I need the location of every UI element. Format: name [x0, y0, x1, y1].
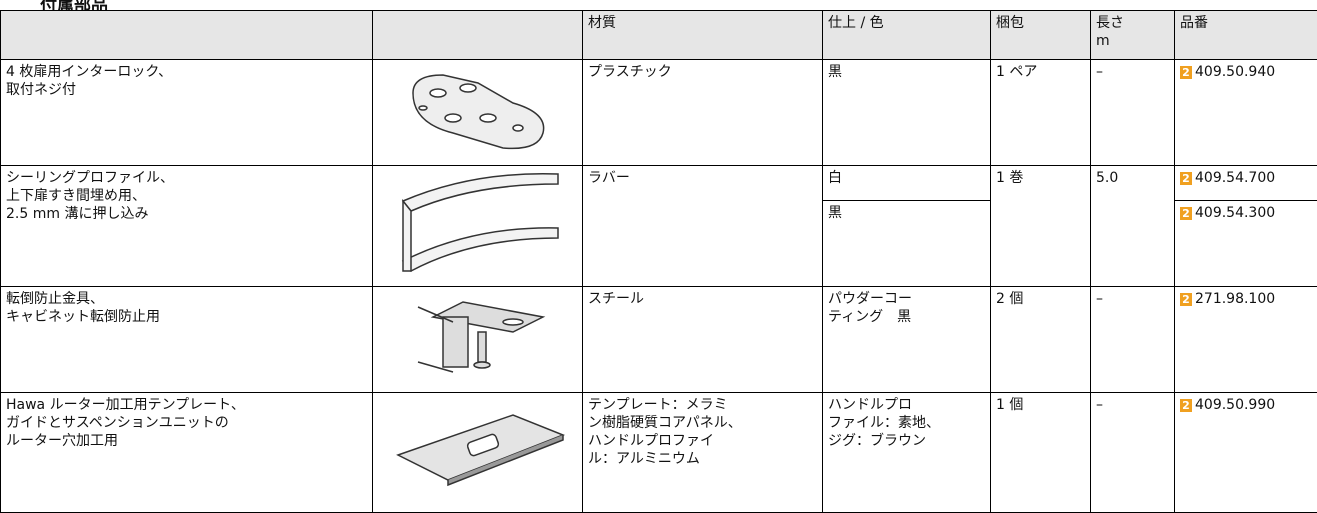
length-cell: – [1091, 393, 1175, 513]
description-cell: シーリングプロファイル、 上下扉すき間埋め用、 2.5 mm 溝に押し込み [1, 166, 373, 287]
badge: 2 [1180, 207, 1192, 220]
bracket-image [403, 287, 553, 387]
image-cell [373, 60, 583, 166]
part-number: 271.98.100 [1195, 291, 1275, 307]
packing-cell: 1 ペア [991, 60, 1091, 166]
part-number: 409.50.940 [1195, 64, 1275, 80]
finish-cell: パウダーコー ティング 黒 [823, 287, 991, 393]
part-number: 409.50.990 [1195, 397, 1275, 413]
description-cell: Hawa ルーター加工用テンプレート、 ガイドとサスペンションユニットの ルータ… [1, 393, 373, 513]
material-cell: プラスチック [583, 60, 823, 166]
badge: 2 [1180, 399, 1192, 412]
length-cell: – [1091, 60, 1175, 166]
header-cell [1, 11, 373, 60]
finish-cell: 白 [823, 166, 991, 201]
description-cell: 転倒防止金具、 キャビネット転倒防止用 [1, 287, 373, 393]
packing-cell: 2 個 [991, 287, 1091, 393]
packing-cell: 1 巻 [991, 166, 1091, 287]
badge: 2 [1180, 172, 1192, 185]
material-cell: ラバー [583, 166, 823, 287]
finish-cell: 黒 [823, 60, 991, 166]
header-cell: 材質 [583, 11, 823, 60]
header-cell: 長さ m [1091, 11, 1175, 60]
table-row: シーリングプロファイル、 上下扉すき間埋め用、 2.5 mm 溝に押し込みラバー… [1, 166, 1317, 201]
image-cell [373, 287, 583, 393]
image-cell [373, 393, 583, 513]
part-number: 409.54.700 [1195, 170, 1275, 186]
profile-image [393, 166, 563, 281]
length-cell: 5.0 [1091, 166, 1175, 287]
header-cell: 品番 [1175, 11, 1317, 60]
table-row: Hawa ルーター加工用テンプレート、 ガイドとサスペンションユニットの ルータ… [1, 393, 1317, 513]
length-cell: – [1091, 287, 1175, 393]
template-image [388, 400, 568, 500]
material-cell: テンプレート：メラミ ン樹脂硬質コアパネル、 ハンドルプロファイ ル：アルミニウ… [583, 393, 823, 513]
interlock-image [393, 63, 563, 158]
header-cell: 仕上 / 色 [823, 11, 991, 60]
part-number: 409.54.300 [1195, 205, 1275, 221]
header-cell [373, 11, 583, 60]
badge: 2 [1180, 293, 1192, 306]
image-cell [373, 166, 583, 287]
badge: 2 [1180, 66, 1192, 79]
finish-cell: 黒 [823, 200, 991, 286]
packing-cell: 1 個 [991, 393, 1091, 513]
description-cell: 4 枚扉用インターロック、 取付ネジ付 [1, 60, 373, 166]
material-cell: スチール [583, 287, 823, 393]
header-cell: 梱包 [991, 11, 1091, 60]
finish-cell: ハンドルプロ ファイル：素地、 ジグ：ブラウン [823, 393, 991, 513]
